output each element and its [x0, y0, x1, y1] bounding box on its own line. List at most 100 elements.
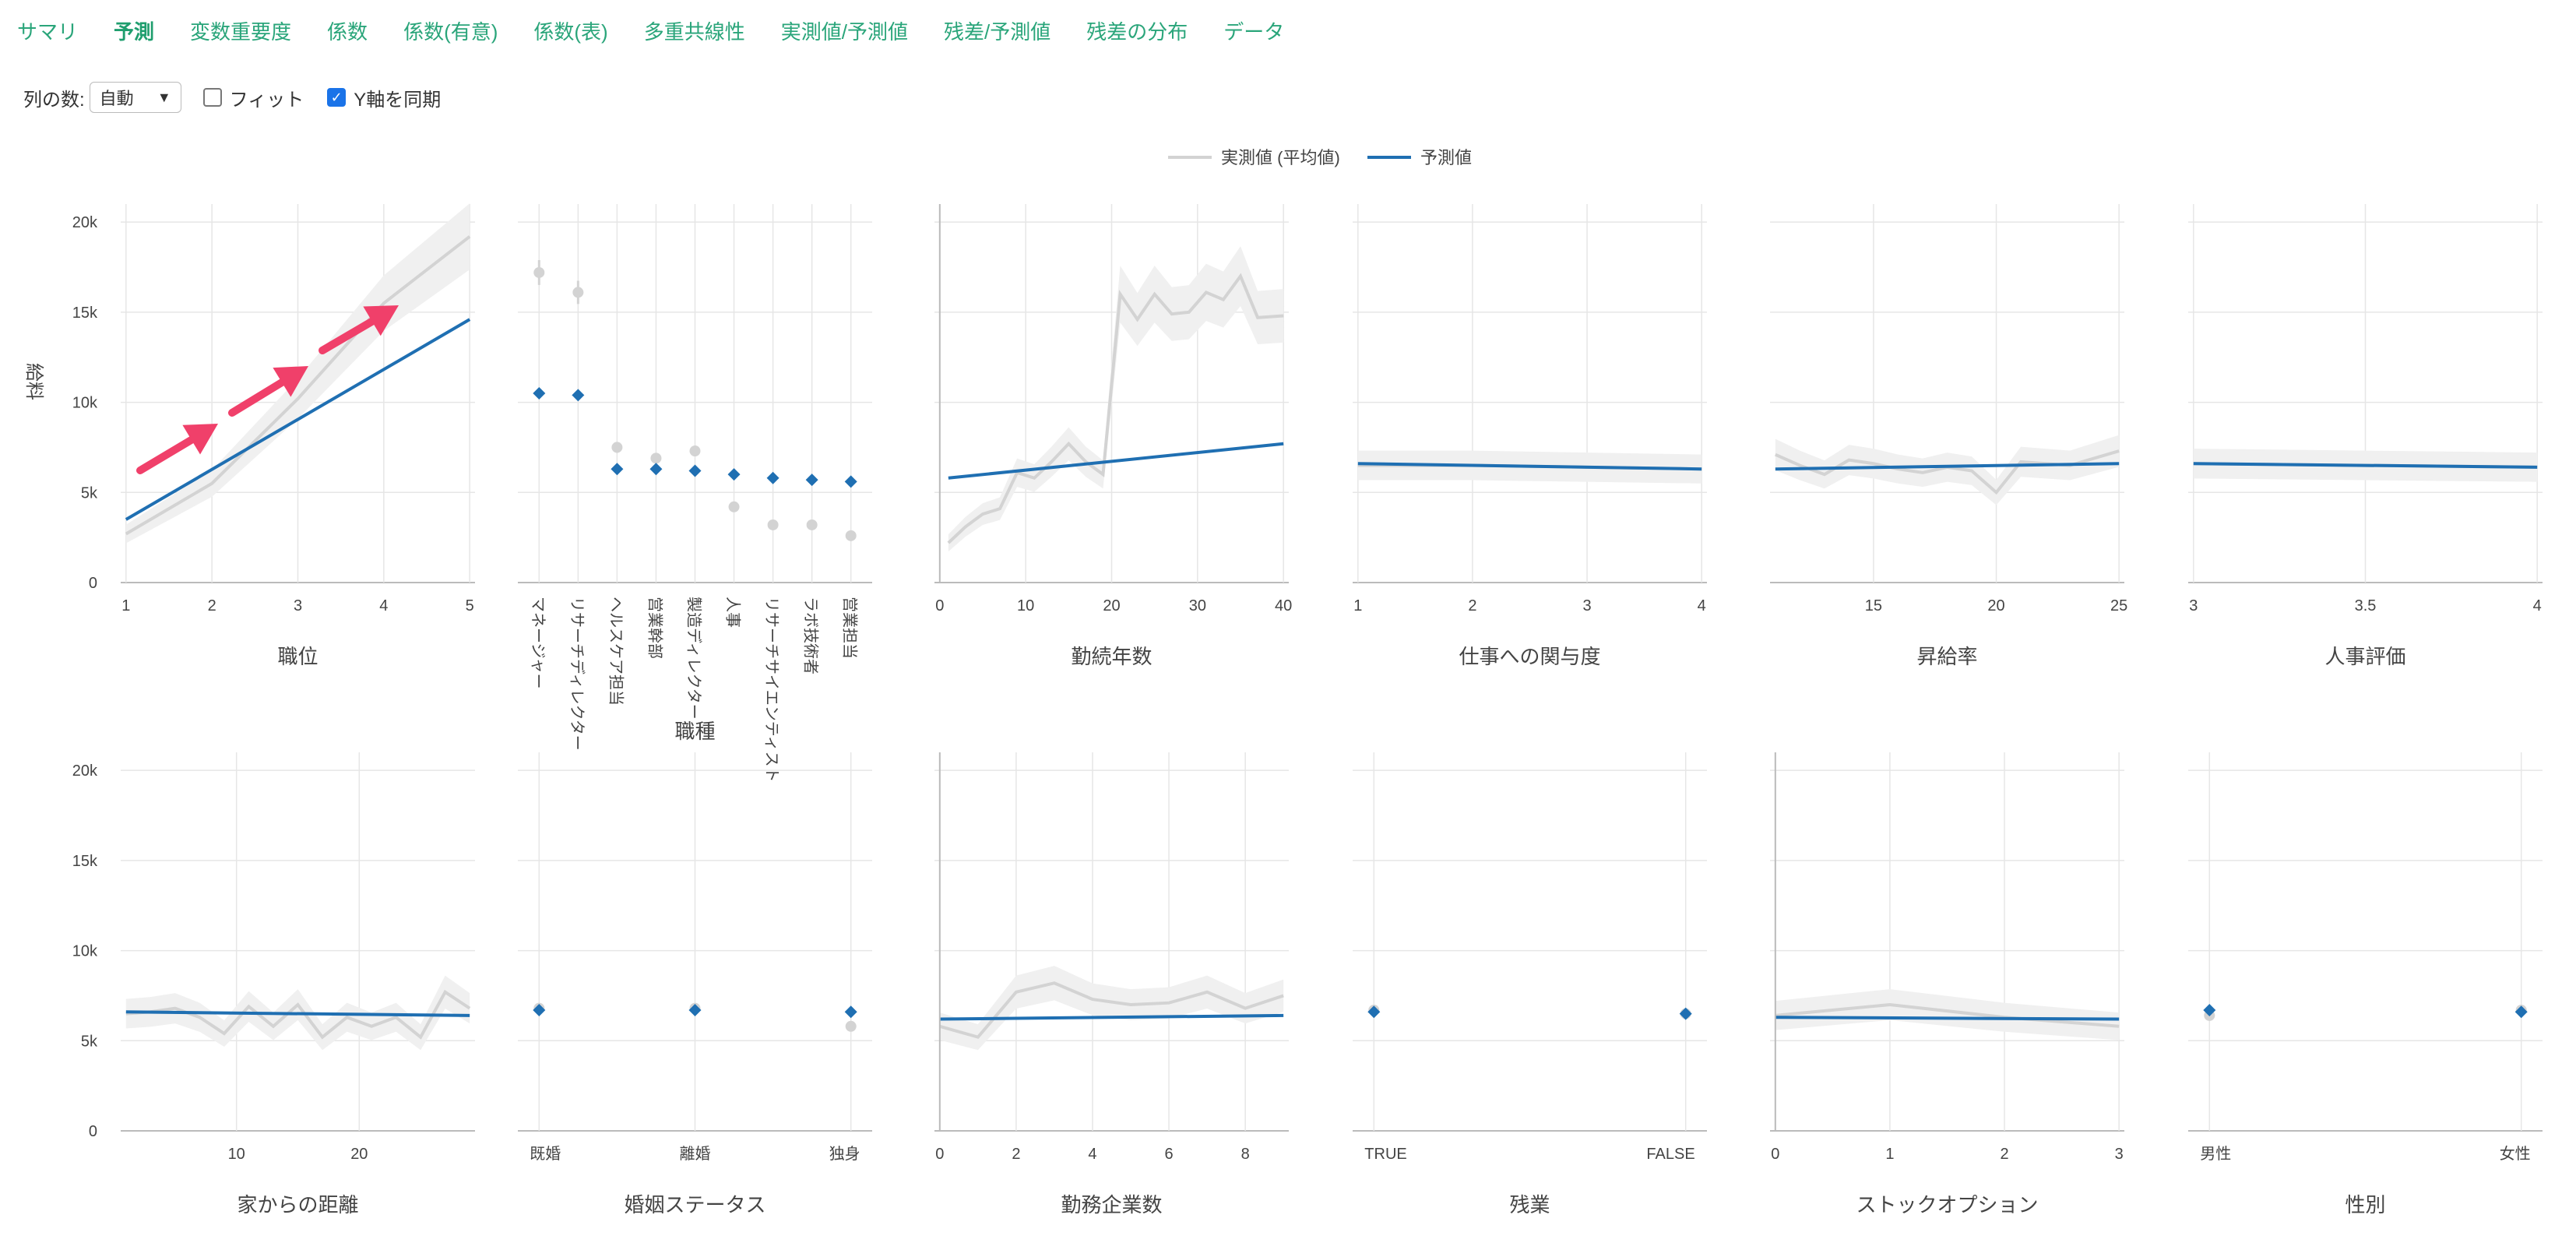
tab-3[interactable]: 係数: [327, 19, 368, 44]
tab-bar: サマリ 予測 変数重要度 係数 係数(有意) 係数(表) 多重共線性 実測値/予測値 残差/予測…: [17, 11, 1284, 50]
chart-5-predicted-line: [2193, 462, 2538, 469]
chart-1-xtick-2: ヘルスケア担当: [607, 597, 625, 706]
chart-6-ytick-1: 5k: [81, 1033, 98, 1050]
columns-select[interactable]: 自動 ▼: [89, 82, 181, 113]
chart-10-xtick-3: 3: [2115, 1146, 2124, 1163]
chart-6-ytick-3: 15k: [72, 853, 98, 870]
chart-10-xlabel: ストックオプション: [1856, 1193, 2038, 1217]
chart-11-predicted-point-0: [2203, 1003, 2216, 1016]
chart-3-xtick-3: 4: [1698, 597, 1706, 614]
legend-actual-label: 実測値 (平均値): [1221, 148, 1340, 167]
chart-1-actual-point-6: [767, 519, 779, 530]
chart-1-predicted-point-7: [805, 474, 818, 487]
chart-3-xtick-1: 2: [1468, 597, 1476, 614]
chart-1-xtick-0: マネージャー: [529, 597, 546, 689]
chart-6-ytick-2: 10k: [72, 943, 98, 960]
chart-5-xtick-0: 3: [2189, 597, 2198, 614]
chart-1-predicted-point-8: [844, 475, 857, 488]
chart-1-actual-point-8: [845, 530, 857, 541]
chart-1-actual-point-0: [533, 266, 545, 278]
chart-4-predicted-line: [1775, 462, 2120, 471]
chart-6-xlabel: 家からの距離: [237, 1193, 358, 1217]
chart-8-predicted-line: [939, 1013, 1284, 1021]
chart-9-predicted-point-0: [1367, 1005, 1381, 1019]
tab-4[interactable]: 係数(有意): [403, 19, 498, 44]
chart-1-predicted-point-1: [572, 389, 585, 402]
sync-y-checkbox-box[interactable]: ✓: [327, 88, 347, 107]
chart-9-xlabel: 残業: [1509, 1193, 1550, 1217]
annotation-arrow-head-1: [273, 366, 308, 397]
chart-5-xtick-2: 4: [2533, 597, 2542, 614]
chart-0-xtick-1: 2: [208, 597, 216, 614]
chart-6-xtick-0: 10: [228, 1146, 245, 1163]
chart-3-predicted-line: [1357, 462, 1702, 471]
sync-y-label: Y軸を同期: [354, 89, 442, 111]
chart-7-xtick-0: 既婚: [530, 1145, 561, 1163]
fit-checkbox-box[interactable]: [202, 88, 222, 107]
chart-9-xtick-0: TRUE: [1364, 1146, 1406, 1163]
chart-1-predicted-point-4: [688, 464, 702, 477]
chevron-down-icon: ▼: [157, 89, 171, 105]
chart-11-predicted-point-1: [2514, 1005, 2528, 1019]
chart-1-xtick-8: 営業担当: [841, 597, 859, 659]
chart-1-xtick-7: ラボ技術者: [802, 597, 820, 674]
chart-4-confidence-band: [1775, 435, 2120, 505]
chart-11-xlabel: 性別: [2345, 1193, 2385, 1217]
chart-0-confidence-band: [125, 203, 470, 544]
chart-2-confidence-band: [948, 246, 1284, 552]
chart-8-xtick-0: 0: [935, 1146, 944, 1163]
chart-2-xtick-4: 40: [1275, 597, 1292, 614]
tab-6[interactable]: 多重共線性: [643, 19, 745, 44]
chart-3-xlabel: 仕事への関与度: [1459, 645, 1600, 668]
chart-0-xtick-3: 4: [379, 597, 388, 614]
chart-8-xtick-2: 4: [1088, 1146, 1096, 1163]
chart-10-actual-line: [1775, 1002, 2120, 1028]
tab-5[interactable]: 係数(表): [533, 19, 608, 44]
chart-0-ytick-1: 5k: [81, 484, 98, 502]
chart-7-xtick-2: 独身: [829, 1145, 860, 1163]
chart-1-xtick-1: リサーチディレクター: [568, 597, 586, 751]
chart-4-xlabel: 昇給率: [1916, 645, 1977, 668]
sync-y-checkbox[interactable]: ✓ Y軸を同期: [327, 84, 441, 111]
chart-2-xtick-0: 0: [935, 597, 944, 614]
chart-1-actual-point-7: [806, 519, 818, 530]
chart-2-actual-line: [947, 273, 1284, 544]
chart-0-actual-line: [125, 235, 471, 536]
y-axis-label: 給料: [23, 363, 44, 400]
tab-8[interactable]: 残差/予測値: [943, 19, 1051, 44]
chart-2-xlabel: 勤続年数: [1071, 645, 1152, 668]
columns-select-value: 自動: [99, 89, 134, 108]
tab-10[interactable]: データ: [1223, 19, 1285, 44]
chart-0-ytick-0: 0: [89, 575, 97, 592]
tab-2[interactable]: 変数重要度: [190, 19, 292, 44]
chart-0-ytick-3: 15k: [72, 305, 98, 322]
chart-2-xtick-2: 20: [1103, 597, 1120, 614]
chart-0-xlabel: 職位: [277, 645, 318, 668]
chart-2-predicted-line: [948, 442, 1284, 480]
chart-6-xtick-1: 20: [350, 1146, 368, 1163]
tab-1[interactable]: 予測: [114, 19, 155, 44]
chart-5-xlabel: 人事評価: [2324, 645, 2405, 668]
columns-label: 列の数:: [23, 89, 85, 111]
chart-1-predicted-point-5: [727, 468, 741, 481]
chart-0-ytick-4: 20k: [72, 214, 98, 231]
tab-7[interactable]: 実測値/予測値: [780, 19, 908, 44]
chart-8-xlabel: 勤務企業数: [1061, 1193, 1162, 1217]
tab-0[interactable]: サマリ: [17, 19, 79, 44]
fit-checkbox[interactable]: フィット: [202, 84, 304, 111]
legend-predicted-label: 予測値: [1420, 148, 1472, 167]
chart-4-xtick-0: 15: [1865, 597, 1882, 614]
chart-4-xtick-2: 25: [2110, 597, 2127, 614]
chart-1-predicted-point-3: [649, 463, 663, 476]
chart-4-xtick-1: 20: [1987, 597, 2004, 614]
chart-0-xtick-2: 3: [294, 597, 302, 614]
tab-9[interactable]: 残差の分布: [1086, 19, 1188, 44]
chart-6-predicted-line: [125, 1010, 470, 1017]
chart-7-predicted-point-1: [688, 1003, 702, 1016]
chart-1-predicted-point-2: [611, 463, 624, 476]
chart-5-xtick-1: 3.5: [2355, 597, 2377, 614]
chart-1-predicted-point-0: [533, 387, 546, 400]
annotation-arrow-head-2: [363, 305, 399, 336]
chart-1-actual-point-3: [650, 452, 662, 464]
